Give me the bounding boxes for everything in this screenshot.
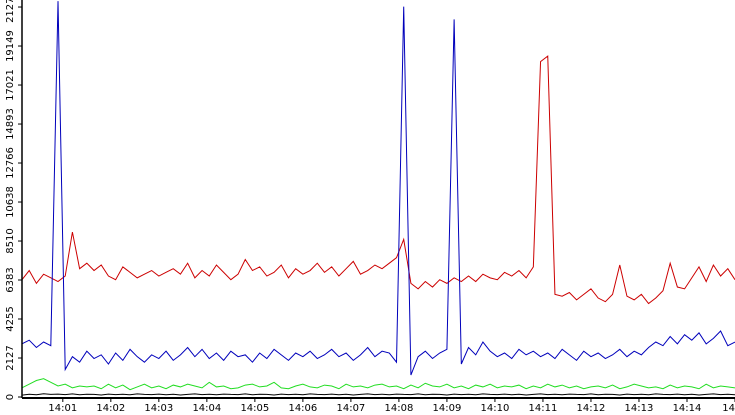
x-tick-label: 14:05: [240, 403, 269, 414]
plot-area: [22, 1, 735, 396]
x-tick-label: 14:10: [481, 403, 510, 414]
x-tick-label: 14:07: [336, 403, 365, 414]
y-tick-label: 8510: [5, 228, 16, 253]
y-tick-label: 14893: [5, 108, 16, 140]
x-tick-label: 14:04: [192, 403, 221, 414]
x-tick-label: 14:09: [433, 403, 462, 414]
y-tick-label: 0: [5, 394, 16, 400]
x-tick-label: 14:01: [48, 403, 77, 414]
series-line: [22, 378, 735, 391]
series-line: [22, 393, 735, 396]
x-tick-label: 14:11: [529, 403, 558, 414]
y-tick-label: 2127: [5, 345, 16, 370]
y-tick-label: 12766: [5, 147, 16, 179]
x-tick-label: 14:06: [288, 403, 317, 414]
y-tick-label: 10638: [5, 186, 16, 218]
y-tick-label: 6383: [5, 267, 16, 292]
x-tick-label: 14:13: [625, 403, 654, 414]
y-tick-label: 19149: [5, 30, 16, 62]
y-tick-label: 21277: [5, 0, 16, 23]
x-tick-label: 14:08: [384, 403, 413, 414]
x-tick-label: 14:02: [96, 403, 125, 414]
x-tick-label: 14: [722, 403, 735, 414]
y-tick-label: 4255: [5, 306, 16, 331]
series-line: [22, 1, 735, 376]
x-tick-label: 14:12: [577, 403, 606, 414]
y-tick-label: 17021: [5, 69, 16, 101]
x-tick-label: 14:03: [144, 403, 173, 414]
series-line: [22, 55, 735, 305]
x-tick-label: 14:14: [673, 403, 702, 414]
